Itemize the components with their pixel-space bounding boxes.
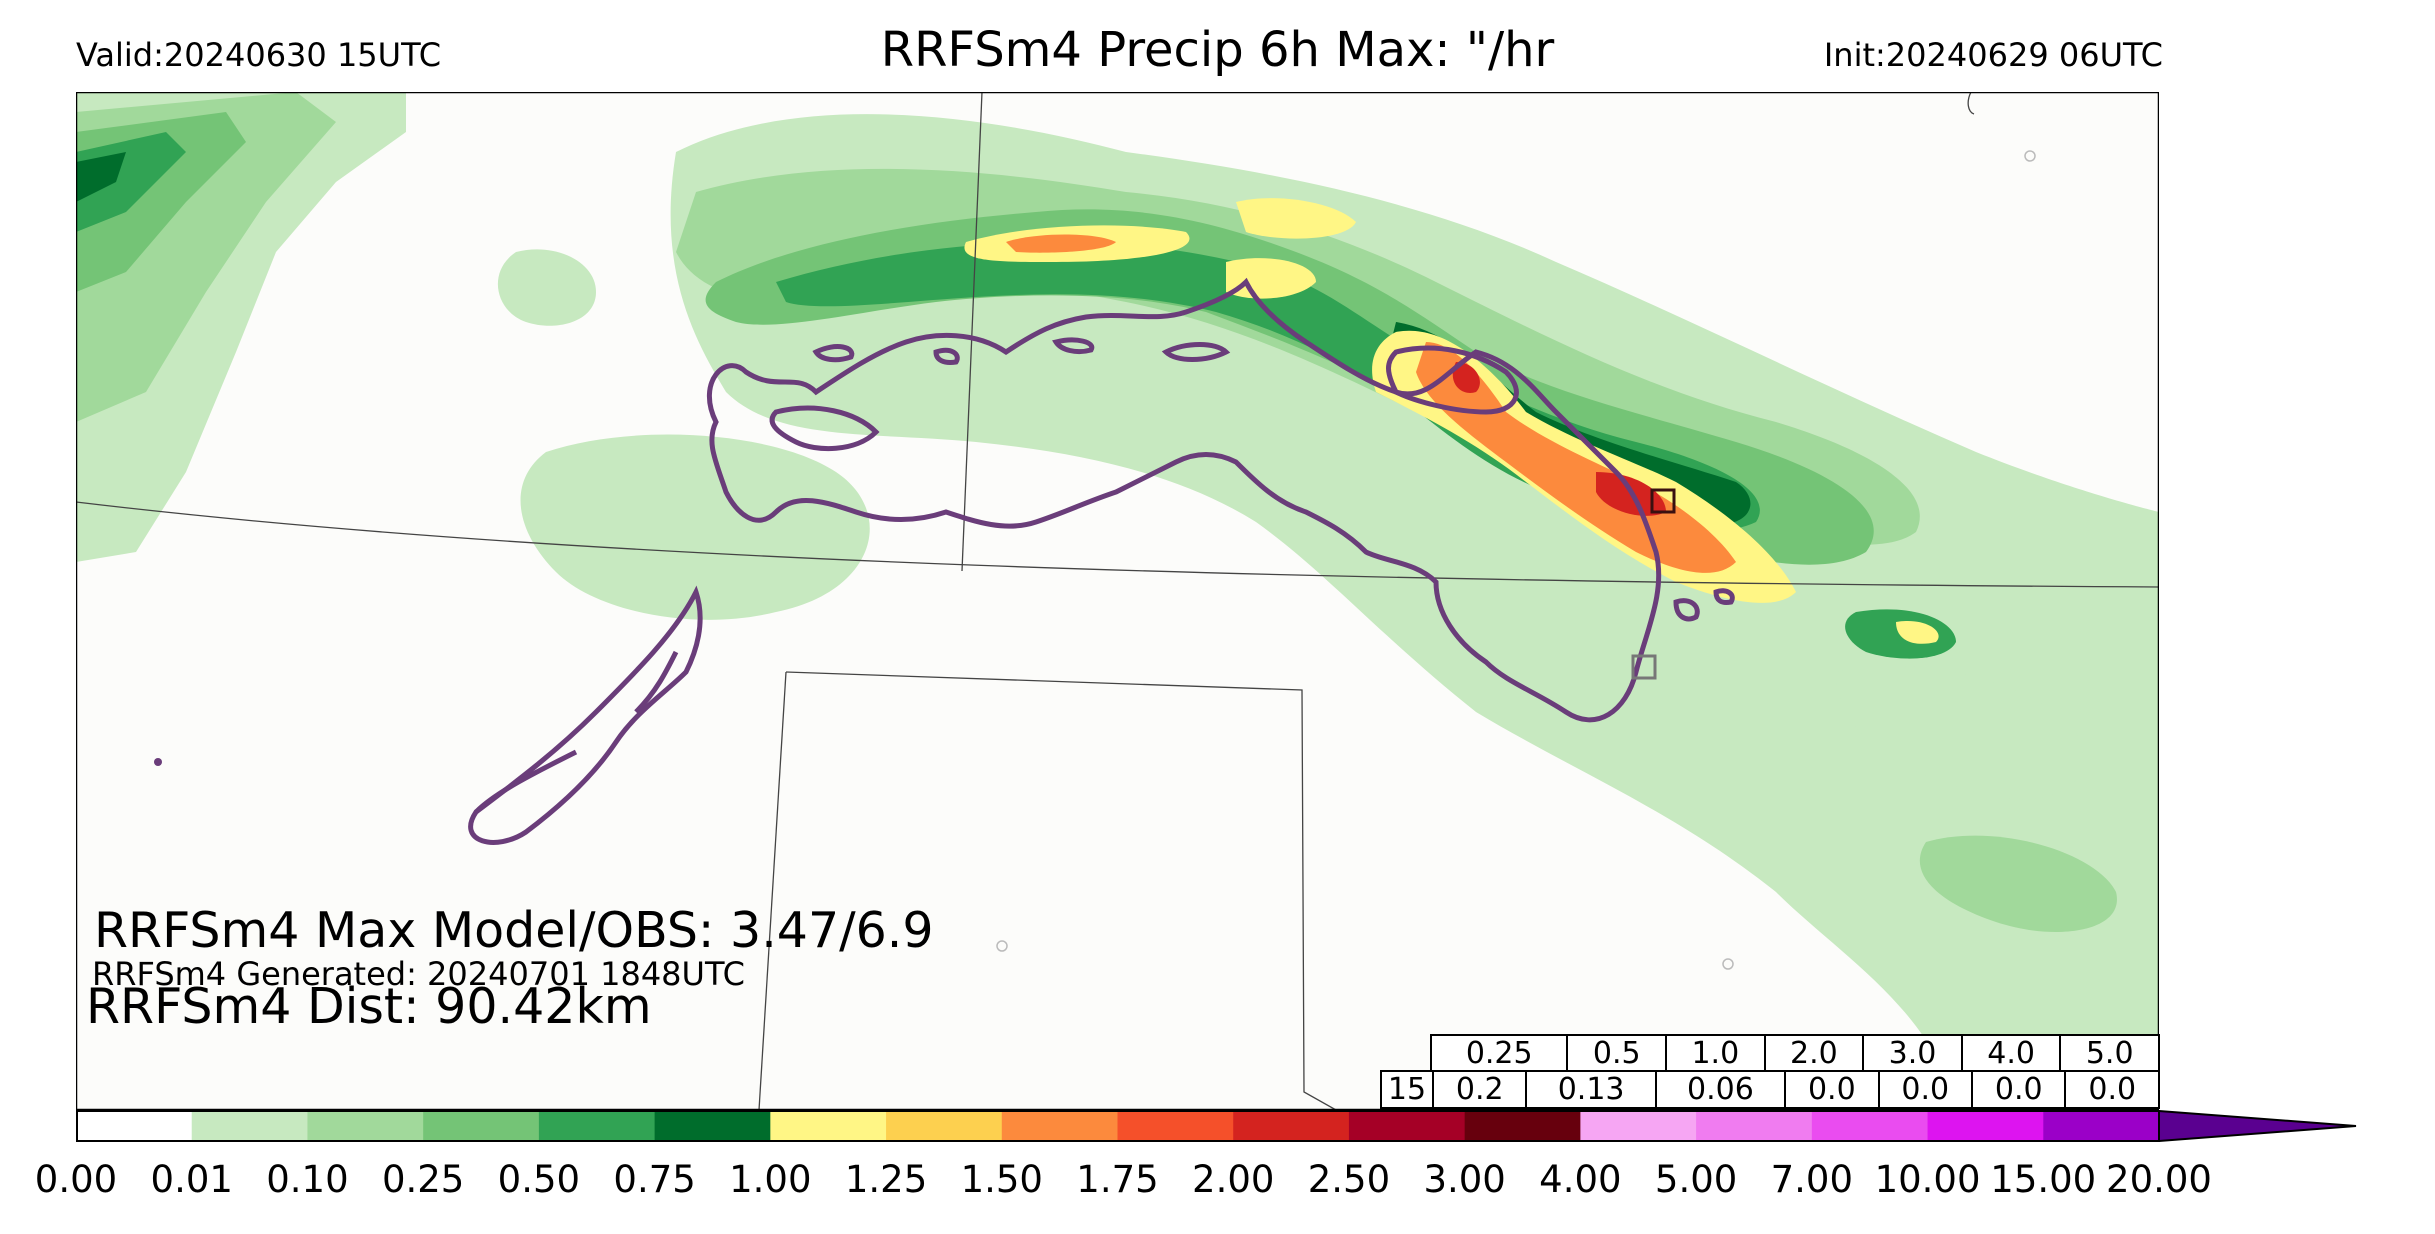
value-cell: 0.0 xyxy=(2064,1070,2160,1109)
colorbar-tick-label: 0.50 xyxy=(497,1158,581,1201)
colorbar-swatch xyxy=(1811,1111,1929,1141)
row-label-cell: 15 xyxy=(1380,1070,1434,1109)
colorbar-tick-label: 3.00 xyxy=(1423,1158,1506,1201)
colorbar-swatch xyxy=(538,1111,656,1141)
colorbar-tick-label: 15.00 xyxy=(1990,1158,2097,1201)
colorbar-tick-label: 7.00 xyxy=(1770,1158,1854,1201)
threshold-cell: 4.0 xyxy=(1960,1034,2062,1073)
colorbar-tick-label: 1.50 xyxy=(960,1158,1043,1201)
value-cell: 0.2 xyxy=(1431,1070,1528,1109)
colorbar-swatch xyxy=(1348,1111,1466,1141)
colorbar-extend-arrow xyxy=(2158,1110,2357,1142)
colorbar-swatch xyxy=(1696,1111,1813,1141)
colorbar-tick-label: 1.75 xyxy=(1076,1158,1159,1201)
observed-precip-contour xyxy=(468,277,1735,845)
colorbar-tick-label: 4.00 xyxy=(1539,1158,1622,1201)
colorbar-swatch xyxy=(1001,1111,1119,1141)
colorbar-tick-label: 10.00 xyxy=(1874,1158,1981,1201)
threshold-cell: 0.5 xyxy=(1566,1034,1668,1073)
colorbar-tick-label: 1.25 xyxy=(844,1158,928,1201)
valid-time: Valid:20240630 15UTC xyxy=(76,36,442,74)
model-max-marker xyxy=(1650,488,1676,514)
observed-point-marker xyxy=(154,758,162,766)
threshold-stats-table: 0.25 0.5 1.0 2.0 3.0 4.0 5.0 15 0.2 0.13… xyxy=(1380,1034,2160,1110)
colorbar-swatch xyxy=(76,1111,193,1141)
generated-label: RRFSm4 Generated: 20240701 1848UTC xyxy=(92,955,745,993)
city-marker xyxy=(1722,958,1734,970)
colorbar-tick-label: 0.00 xyxy=(34,1158,118,1201)
colorbar-tick-label: 20.00 xyxy=(2106,1158,2212,1201)
colorbar-swatch xyxy=(1233,1111,1350,1141)
colorbar-tick-label: 0.75 xyxy=(613,1158,696,1201)
colorbar-tick-label: 2.00 xyxy=(1192,1158,1275,1201)
precip-light-field xyxy=(76,92,2159,1110)
state-boundaries xyxy=(76,92,2159,1110)
colorbar-tick-label: 0.01 xyxy=(150,1158,233,1201)
city-marker xyxy=(996,940,1008,952)
threshold-cell: 3.0 xyxy=(1862,1034,1963,1073)
value-cell: 0.06 xyxy=(1654,1070,1787,1109)
colorbar-tick-label: 1.00 xyxy=(729,1158,812,1201)
value-cell: 0.0 xyxy=(1971,1070,2067,1109)
city-marker xyxy=(2024,150,2036,162)
chart-title: RRFSm4 Precip 6h Max: "/hr xyxy=(880,22,1555,78)
precip-map xyxy=(76,92,2159,1110)
max-model-obs-label: RRFSm4 Max Model/OBS: 3.47/6.9 xyxy=(94,902,934,959)
colorbar-swatch xyxy=(886,1111,1003,1141)
precip-core-orange xyxy=(1006,234,1736,573)
colorbar-swatch xyxy=(770,1111,887,1141)
colorbar-swatch xyxy=(423,1111,540,1141)
colorbar-swatch xyxy=(1117,1111,1234,1141)
colorbar-swatch xyxy=(2043,1111,2160,1141)
colorbar-tick-label: 2.50 xyxy=(1307,1158,1391,1201)
distance-label: RRFSm4 Dist: 90.42km xyxy=(86,978,652,1035)
colorbar-swatch xyxy=(191,1111,309,1141)
init-time: Init:20240629 06UTC xyxy=(1823,36,2163,74)
threshold-cell: 0.25 xyxy=(1429,1034,1569,1073)
colorbar-swatch xyxy=(1464,1111,1581,1141)
colorbar-swatch xyxy=(654,1111,771,1141)
colorbar-tick-label: 5.00 xyxy=(1654,1158,1738,1201)
threshold-cell: 1.0 xyxy=(1665,1034,1766,1073)
threshold-cell: 5.0 xyxy=(2059,1034,2160,1073)
colorbar-tick-label: 0.10 xyxy=(266,1158,349,1201)
value-cell: 0.0 xyxy=(1877,1070,1974,1109)
colorbar xyxy=(76,1110,2357,1142)
colorbar-swatch xyxy=(307,1111,424,1141)
threshold-header-row: 0.25 0.5 1.0 2.0 3.0 4.0 5.0 xyxy=(1429,1034,2160,1073)
colorbar-tick-label: 0.25 xyxy=(381,1158,465,1201)
value-cell: 0.0 xyxy=(1784,1070,1880,1109)
obs-max-marker xyxy=(1631,654,1657,680)
colorbar-swatch xyxy=(1580,1111,1697,1141)
value-cell: 0.13 xyxy=(1525,1070,1657,1109)
threshold-cell: 2.0 xyxy=(1763,1034,1865,1073)
threshold-value-row: 15 0.2 0.13 0.06 0.0 0.0 0.0 0.0 xyxy=(1380,1070,2160,1109)
colorbar-swatch xyxy=(1927,1111,2044,1141)
